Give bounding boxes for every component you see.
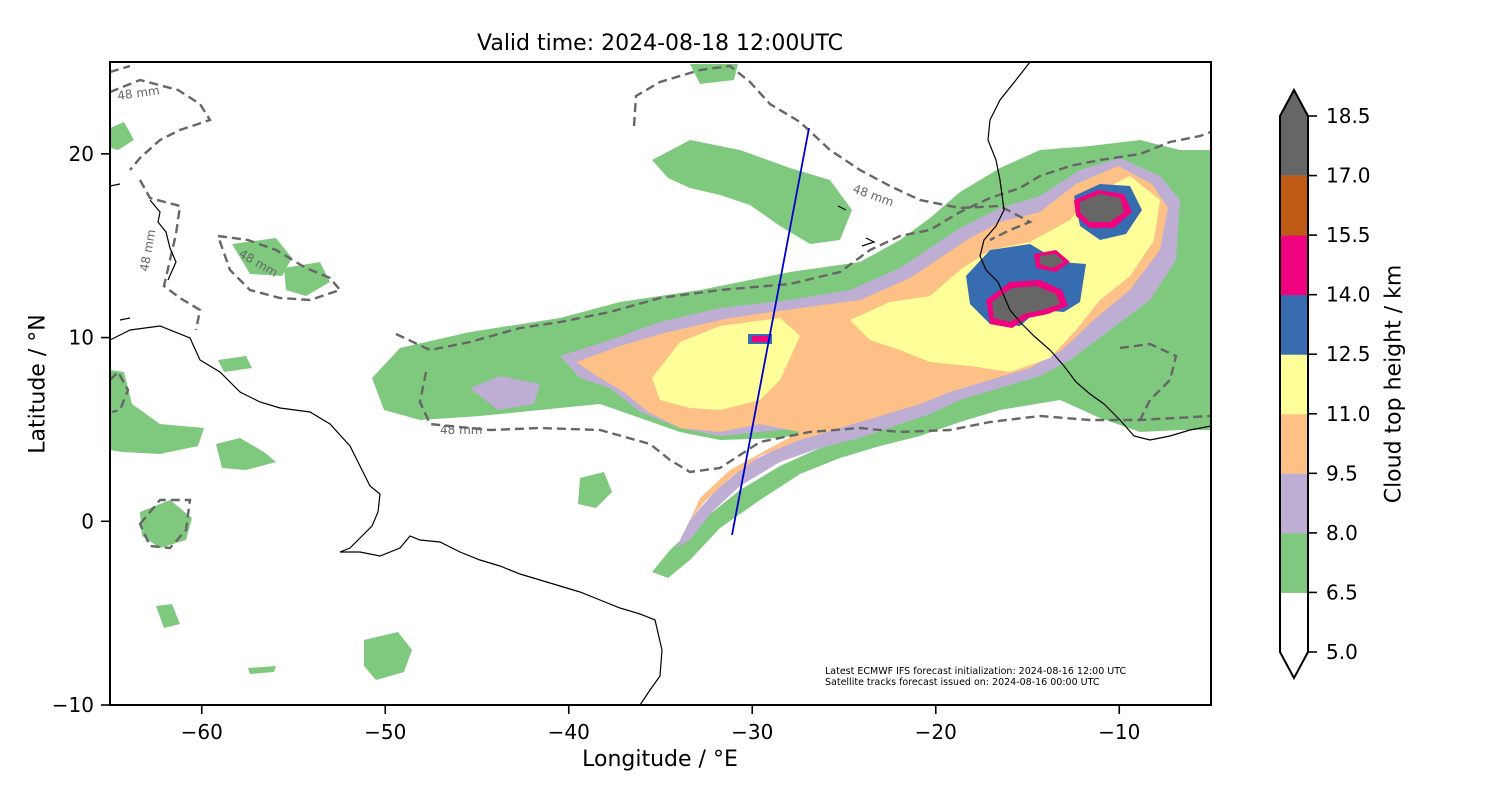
colorbar-segment bbox=[1280, 235, 1308, 296]
cloud-patch-8km-west bbox=[470, 376, 540, 410]
x-tick-label: −10 bbox=[1098, 720, 1140, 744]
x-axis: −60 −50 −40 −30 −20 −10 bbox=[181, 705, 1140, 744]
cloud-fields bbox=[110, 64, 1211, 680]
colorbar-tick-label: 8.0 bbox=[1326, 521, 1358, 545]
contour-label-5: 48 mm bbox=[440, 423, 482, 437]
colorbar-segment bbox=[1280, 354, 1308, 415]
colorbar-segment bbox=[1280, 592, 1308, 678]
satellite-track-note: Satellite tracks forecast issued on: 202… bbox=[825, 677, 1100, 688]
map-frame bbox=[109, 61, 1212, 706]
cloud-core-17km-ne bbox=[1080, 194, 1124, 222]
colorbar-tick-label: 17.0 bbox=[1326, 164, 1371, 188]
colorbar-segment bbox=[1280, 473, 1308, 534]
coast-africa bbox=[979, 62, 1211, 441]
x-tick-label: −60 bbox=[181, 720, 223, 744]
colorbar-segment bbox=[1280, 532, 1308, 593]
plot-title: Valid time: 2024-08-18 12:00UTC bbox=[477, 31, 843, 56]
coast-south-america bbox=[110, 325, 663, 705]
colorbar-tick-label: 12.5 bbox=[1326, 342, 1371, 366]
x-axis-label: Longitude / °E bbox=[582, 747, 738, 772]
cloud-patch-small-2 bbox=[140, 500, 192, 548]
colorbar-tick-label: 18.5 bbox=[1326, 104, 1371, 128]
contour-west-4 bbox=[138, 498, 192, 550]
cloud-patch-islands bbox=[232, 238, 330, 296]
colorbar-tick-label: 11.0 bbox=[1326, 402, 1371, 426]
cloud-patch-west bbox=[110, 370, 204, 454]
colorbar-tick-label: 5.0 bbox=[1326, 640, 1358, 664]
contour-east bbox=[1119, 342, 1178, 421]
x-tick-label: −40 bbox=[548, 720, 590, 744]
contour-main bbox=[395, 130, 1211, 352]
cloud-patch-small-1 bbox=[216, 438, 276, 470]
forecast-init-note: Latest ECMWF IFS forecast initialization… bbox=[825, 666, 1127, 677]
x-tick-label: −20 bbox=[915, 720, 957, 744]
colorbar-tick-label: 9.5 bbox=[1326, 461, 1358, 485]
colorbar-segment bbox=[1280, 90, 1308, 176]
x-tick-label: −30 bbox=[731, 720, 773, 744]
contour-far-west bbox=[110, 64, 131, 414]
cloud-core-17km-mid bbox=[1040, 254, 1064, 268]
y-tick-label: −10 bbox=[52, 693, 94, 717]
y-tick-label: 10 bbox=[69, 326, 94, 350]
contour-west-3 bbox=[216, 234, 343, 302]
colorbar-tick-label: 6.5 bbox=[1326, 580, 1358, 604]
satellite-track bbox=[731, 127, 810, 536]
contour-west-2 bbox=[110, 78, 212, 171]
colorbar-tick-label: 15.5 bbox=[1326, 223, 1371, 247]
coastlines bbox=[110, 62, 1211, 705]
cloud-core-14km-small bbox=[752, 336, 768, 342]
colorbar-segment bbox=[1280, 175, 1308, 236]
cloud-patch-small-3 bbox=[578, 472, 612, 508]
y-tick-label: 0 bbox=[81, 509, 94, 533]
colorbar-segment bbox=[1280, 413, 1308, 474]
cloud-core-17km bbox=[992, 286, 1060, 322]
y-tick-label: 20 bbox=[69, 142, 94, 166]
colorbar-segment bbox=[1280, 294, 1308, 355]
colorbar-label: Cloud top height / km bbox=[1381, 264, 1407, 504]
coast-caribbean bbox=[110, 183, 876, 321]
colorbar: 5.0 6.5 8.0 9.5 11.0 12.5 14.0 15.5 17.0 18.5 bbox=[1279, 87, 1371, 681]
contour-label-1: 48 mm bbox=[116, 83, 160, 103]
y-axis: −10 0 10 20 bbox=[52, 142, 110, 717]
contour-west-1 bbox=[138, 179, 202, 331]
map-area: 48 mm 48 mm 48 mm 48 mm 48 mm bbox=[110, 62, 1211, 705]
cloud-patch-west-top bbox=[110, 122, 134, 150]
cloud-patch-north bbox=[652, 140, 852, 244]
precip-contours-48mm bbox=[110, 64, 1211, 550]
contour-north bbox=[632, 64, 1033, 242]
y-axis-label: Latitude / °N bbox=[25, 314, 51, 454]
x-tick-label: −50 bbox=[364, 720, 406, 744]
colorbar-tick-label: 14.0 bbox=[1326, 283, 1371, 307]
cloud-patch-small-4 bbox=[364, 632, 412, 680]
contour-south bbox=[418, 371, 1211, 474]
